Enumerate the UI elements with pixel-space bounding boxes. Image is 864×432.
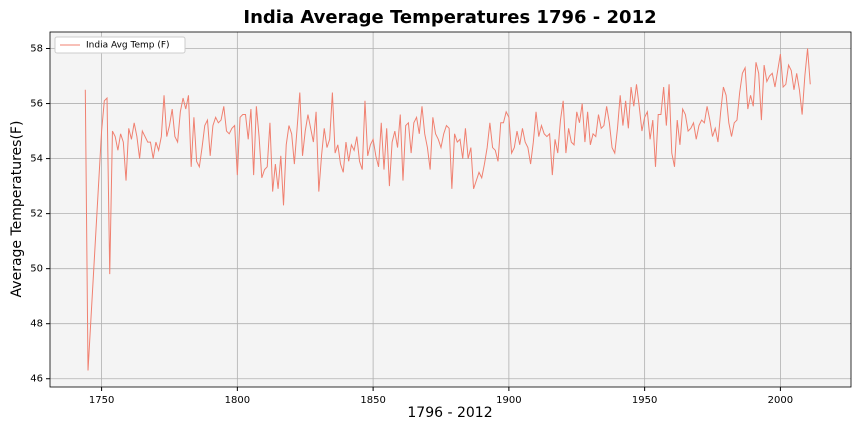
x-axis-label: 1796 - 2012 [407, 405, 492, 421]
y-tick-label: 48 [30, 319, 43, 330]
data-line [84, 48, 811, 371]
y-tick-label: 54 [30, 154, 43, 165]
y-tick-label: 52 [30, 209, 43, 220]
y-tick-label: 46 [30, 374, 43, 385]
plot-area [50, 32, 851, 387]
plot-frame [49, 31, 852, 388]
x-tick-label: 1850 [360, 395, 385, 406]
x-tick-label: 1750 [89, 395, 114, 406]
y-axis-label: Average Temperatures(F) [9, 121, 25, 298]
x-tick-label: 1950 [632, 395, 657, 406]
y-tick-label: 58 [30, 44, 43, 55]
legend-box [54, 36, 186, 54]
legend-label: India Avg Temp (F) [86, 41, 170, 51]
x-tick-label: 1800 [225, 395, 250, 406]
x-tick-label: 2000 [768, 395, 793, 406]
y-tick-label: 50 [30, 264, 43, 275]
chart-title: India Average Temperatures 1796 - 2012 [243, 7, 656, 28]
x-tick-label: 1900 [496, 395, 521, 406]
y-tick-label: 56 [30, 99, 43, 110]
